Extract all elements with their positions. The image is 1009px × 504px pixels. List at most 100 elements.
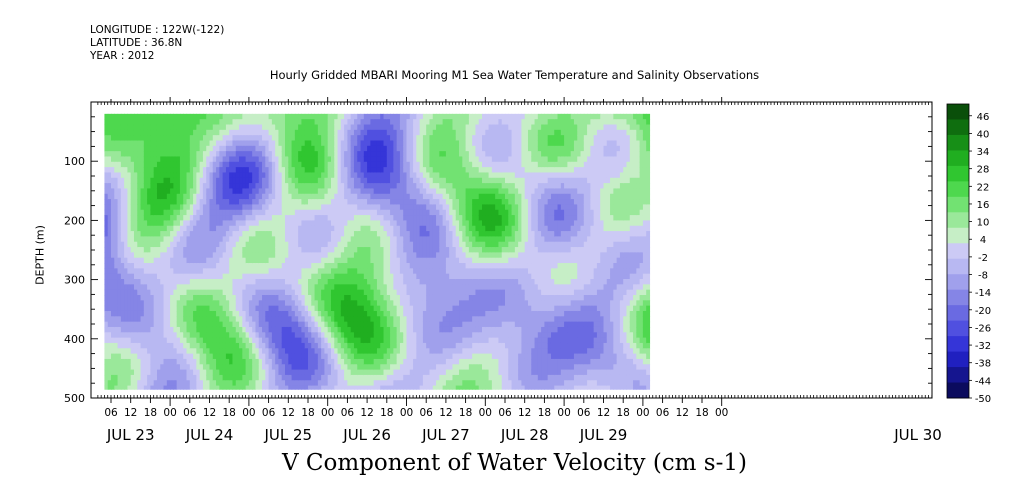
- heatmap-cell: [150, 257, 155, 264]
- heatmap-cell: [160, 310, 165, 317]
- heatmap-cell: [248, 316, 253, 323]
- heatmap-cell: [416, 284, 421, 291]
- heatmap-cell: [275, 119, 280, 126]
- heatmap-cell: [229, 358, 234, 365]
- heatmap-cell: [268, 263, 273, 269]
- heatmap-cell: [324, 289, 329, 296]
- heatmap-cell: [390, 135, 394, 142]
- heatmap-cell: [166, 151, 171, 158]
- heatmap-cell: [409, 316, 414, 323]
- heatmap-cell: [163, 204, 168, 211]
- heatmap-cell: [327, 204, 332, 211]
- heatmap-cell: [409, 369, 414, 376]
- heatmap-cell: [383, 257, 388, 264]
- heatmap-cell: [143, 151, 148, 158]
- heatmap-cell: [189, 241, 194, 248]
- heatmap-cell: [216, 252, 220, 259]
- heatmap-cell: [130, 353, 135, 360]
- heatmap-cell: [176, 177, 181, 184]
- heatmap-cell: [311, 279, 316, 285]
- heatmap-cell: [124, 161, 129, 168]
- heatmap-cell: [137, 279, 142, 285]
- heatmap-cell: [229, 241, 234, 248]
- heatmap-cell: [147, 337, 151, 344]
- heatmap-cell: [324, 135, 329, 142]
- heatmap-cell: [337, 183, 342, 190]
- heatmap-cell: [330, 252, 335, 259]
- heatmap-cell: [229, 145, 234, 152]
- heatmap-cell: [206, 289, 211, 296]
- heatmap-cell: [156, 172, 161, 179]
- heatmap-cell: [219, 172, 224, 179]
- heatmap-cell: [314, 183, 319, 190]
- heatmap-cell: [222, 220, 227, 227]
- heatmap-cell: [225, 156, 230, 163]
- heatmap-cell: [140, 252, 145, 259]
- heatmap-cell: [252, 289, 257, 296]
- heatmap-cell: [304, 252, 309, 259]
- heatmap-cell: [133, 193, 138, 200]
- heatmap-cell: [337, 342, 342, 349]
- heatmap-cell: [403, 369, 408, 376]
- heatmap-cell: [393, 342, 398, 349]
- heatmap-cell: [330, 348, 335, 355]
- heatmap-cell: [199, 263, 204, 269]
- heatmap-cell: [153, 119, 158, 126]
- heatmap-cell: [255, 305, 260, 312]
- heatmap-cell: [143, 241, 148, 248]
- heatmap-cell: [265, 385, 270, 390]
- heatmap-cell: [193, 151, 197, 158]
- heatmap-cell: [294, 385, 299, 390]
- heatmap-cell: [219, 310, 224, 317]
- heatmap-cell: [294, 300, 299, 307]
- heatmap-cell: [156, 140, 161, 147]
- heatmap-cell: [196, 300, 201, 307]
- heatmap-cell: [176, 321, 181, 328]
- heatmap-cell: [265, 129, 270, 136]
- heatmap-cell: [281, 135, 286, 142]
- heatmap-cell: [117, 231, 122, 237]
- heatmap-cell: [216, 268, 220, 275]
- heatmap-cell: [229, 161, 234, 168]
- heatmap-cell: [252, 337, 257, 344]
- heatmap-cell: [353, 252, 358, 259]
- heatmap-cell: [357, 257, 362, 264]
- heatmap-cell: [206, 279, 211, 285]
- heatmap-cell: [258, 124, 263, 131]
- heatmap-cell: [334, 145, 339, 152]
- heatmap-cell: [304, 220, 309, 227]
- heatmap-cell: [166, 369, 171, 376]
- heatmap-cell: [216, 151, 220, 158]
- heatmap-cell: [258, 310, 263, 317]
- heatmap-cell: [396, 358, 401, 365]
- heatmap-cell: [183, 263, 188, 269]
- heatmap-cell: [212, 321, 217, 328]
- heatmap-cell: [285, 358, 289, 365]
- heatmap-cell: [163, 342, 168, 349]
- heatmap-cell: [324, 231, 329, 237]
- heatmap-cell: [163, 332, 168, 339]
- heatmap-cell: [206, 161, 211, 168]
- heatmap-cell: [416, 279, 421, 285]
- heatmap-cell: [337, 156, 342, 163]
- heatmap-cell: [314, 284, 319, 291]
- heatmap-cell: [370, 374, 375, 381]
- heatmap-cell: [235, 225, 240, 232]
- heatmap-cell: [314, 358, 319, 365]
- heatmap-cell: [206, 209, 211, 216]
- heatmap-cell: [183, 151, 188, 158]
- heatmap-cell: [114, 124, 119, 131]
- heatmap-cell: [242, 252, 247, 259]
- heatmap-cell: [262, 204, 266, 211]
- heatmap-cell: [357, 199, 362, 206]
- heatmap-cell: [130, 380, 135, 387]
- heatmap-cell: [212, 241, 217, 248]
- heatmap-cell: [281, 193, 286, 200]
- heatmap-cell: [281, 385, 286, 390]
- heatmap-cell: [383, 156, 388, 163]
- heatmap-cell: [291, 183, 296, 190]
- heatmap-cell: [363, 199, 368, 206]
- heatmap-cell: [409, 167, 414, 174]
- heatmap-cell: [275, 385, 280, 390]
- heatmap-cell: [219, 140, 224, 147]
